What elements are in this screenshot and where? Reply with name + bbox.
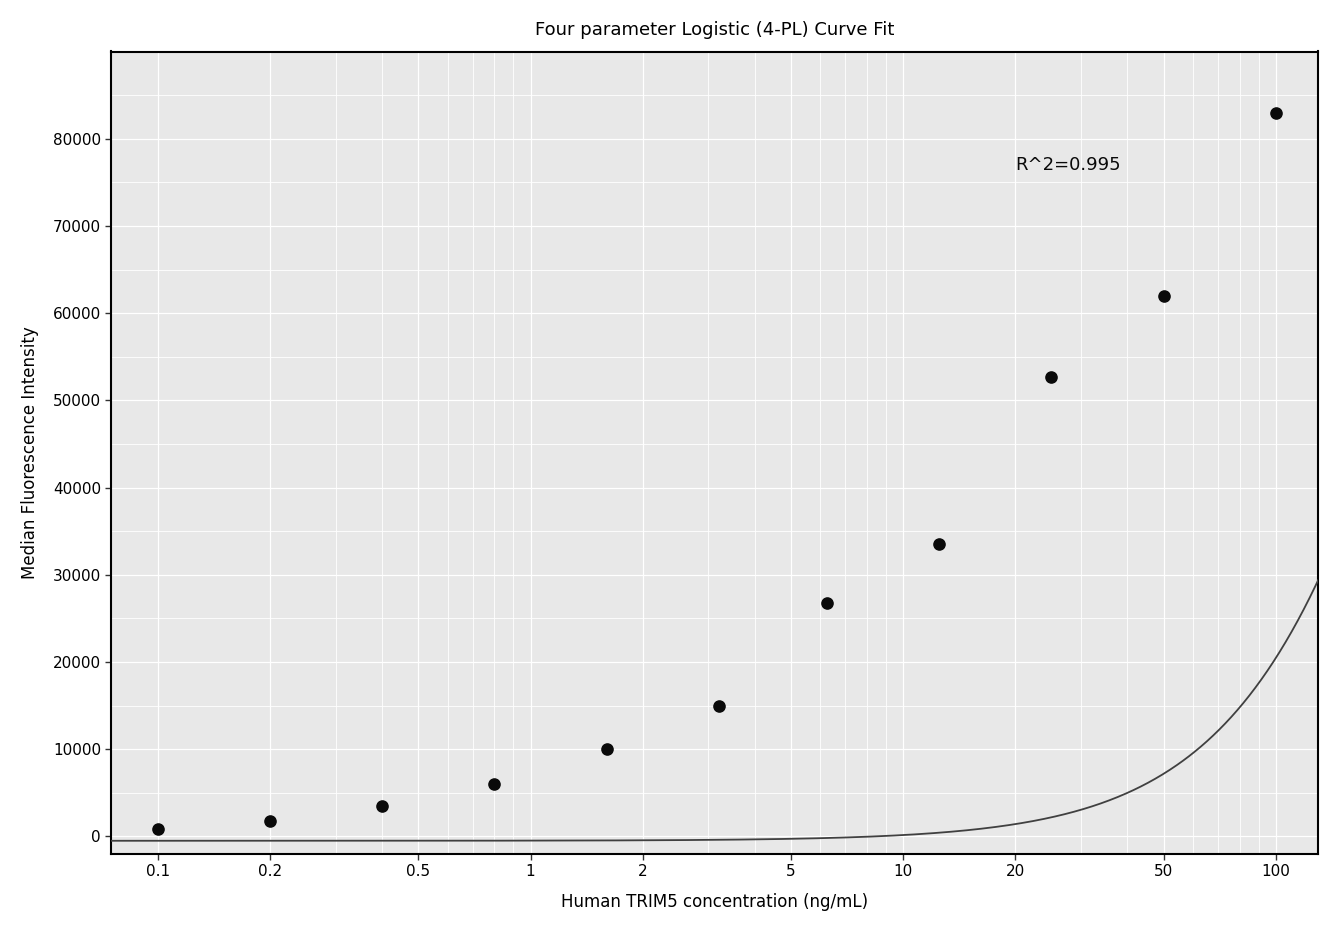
Point — [147, 821, 169, 836]
Y-axis label: Median Fluorescence Intensity: Median Fluorescence Intensity — [21, 326, 39, 579]
X-axis label: Human TRIM5 concentration (ng/mL): Human TRIM5 concentration (ng/mL) — [561, 893, 868, 911]
Title: Four parameter Logistic (4-PL) Curve Fit: Four parameter Logistic (4-PL) Curve Fit — [536, 21, 894, 39]
Text: R^2=0.995: R^2=0.995 — [1015, 156, 1121, 174]
Point — [1040, 369, 1062, 384]
Point — [928, 537, 949, 552]
Point — [371, 799, 392, 814]
Point — [260, 814, 281, 829]
Point — [596, 742, 617, 757]
Point — [817, 596, 838, 610]
Point — [483, 776, 505, 791]
Point — [1265, 105, 1287, 120]
Point — [1153, 288, 1174, 303]
Point — [708, 698, 730, 713]
